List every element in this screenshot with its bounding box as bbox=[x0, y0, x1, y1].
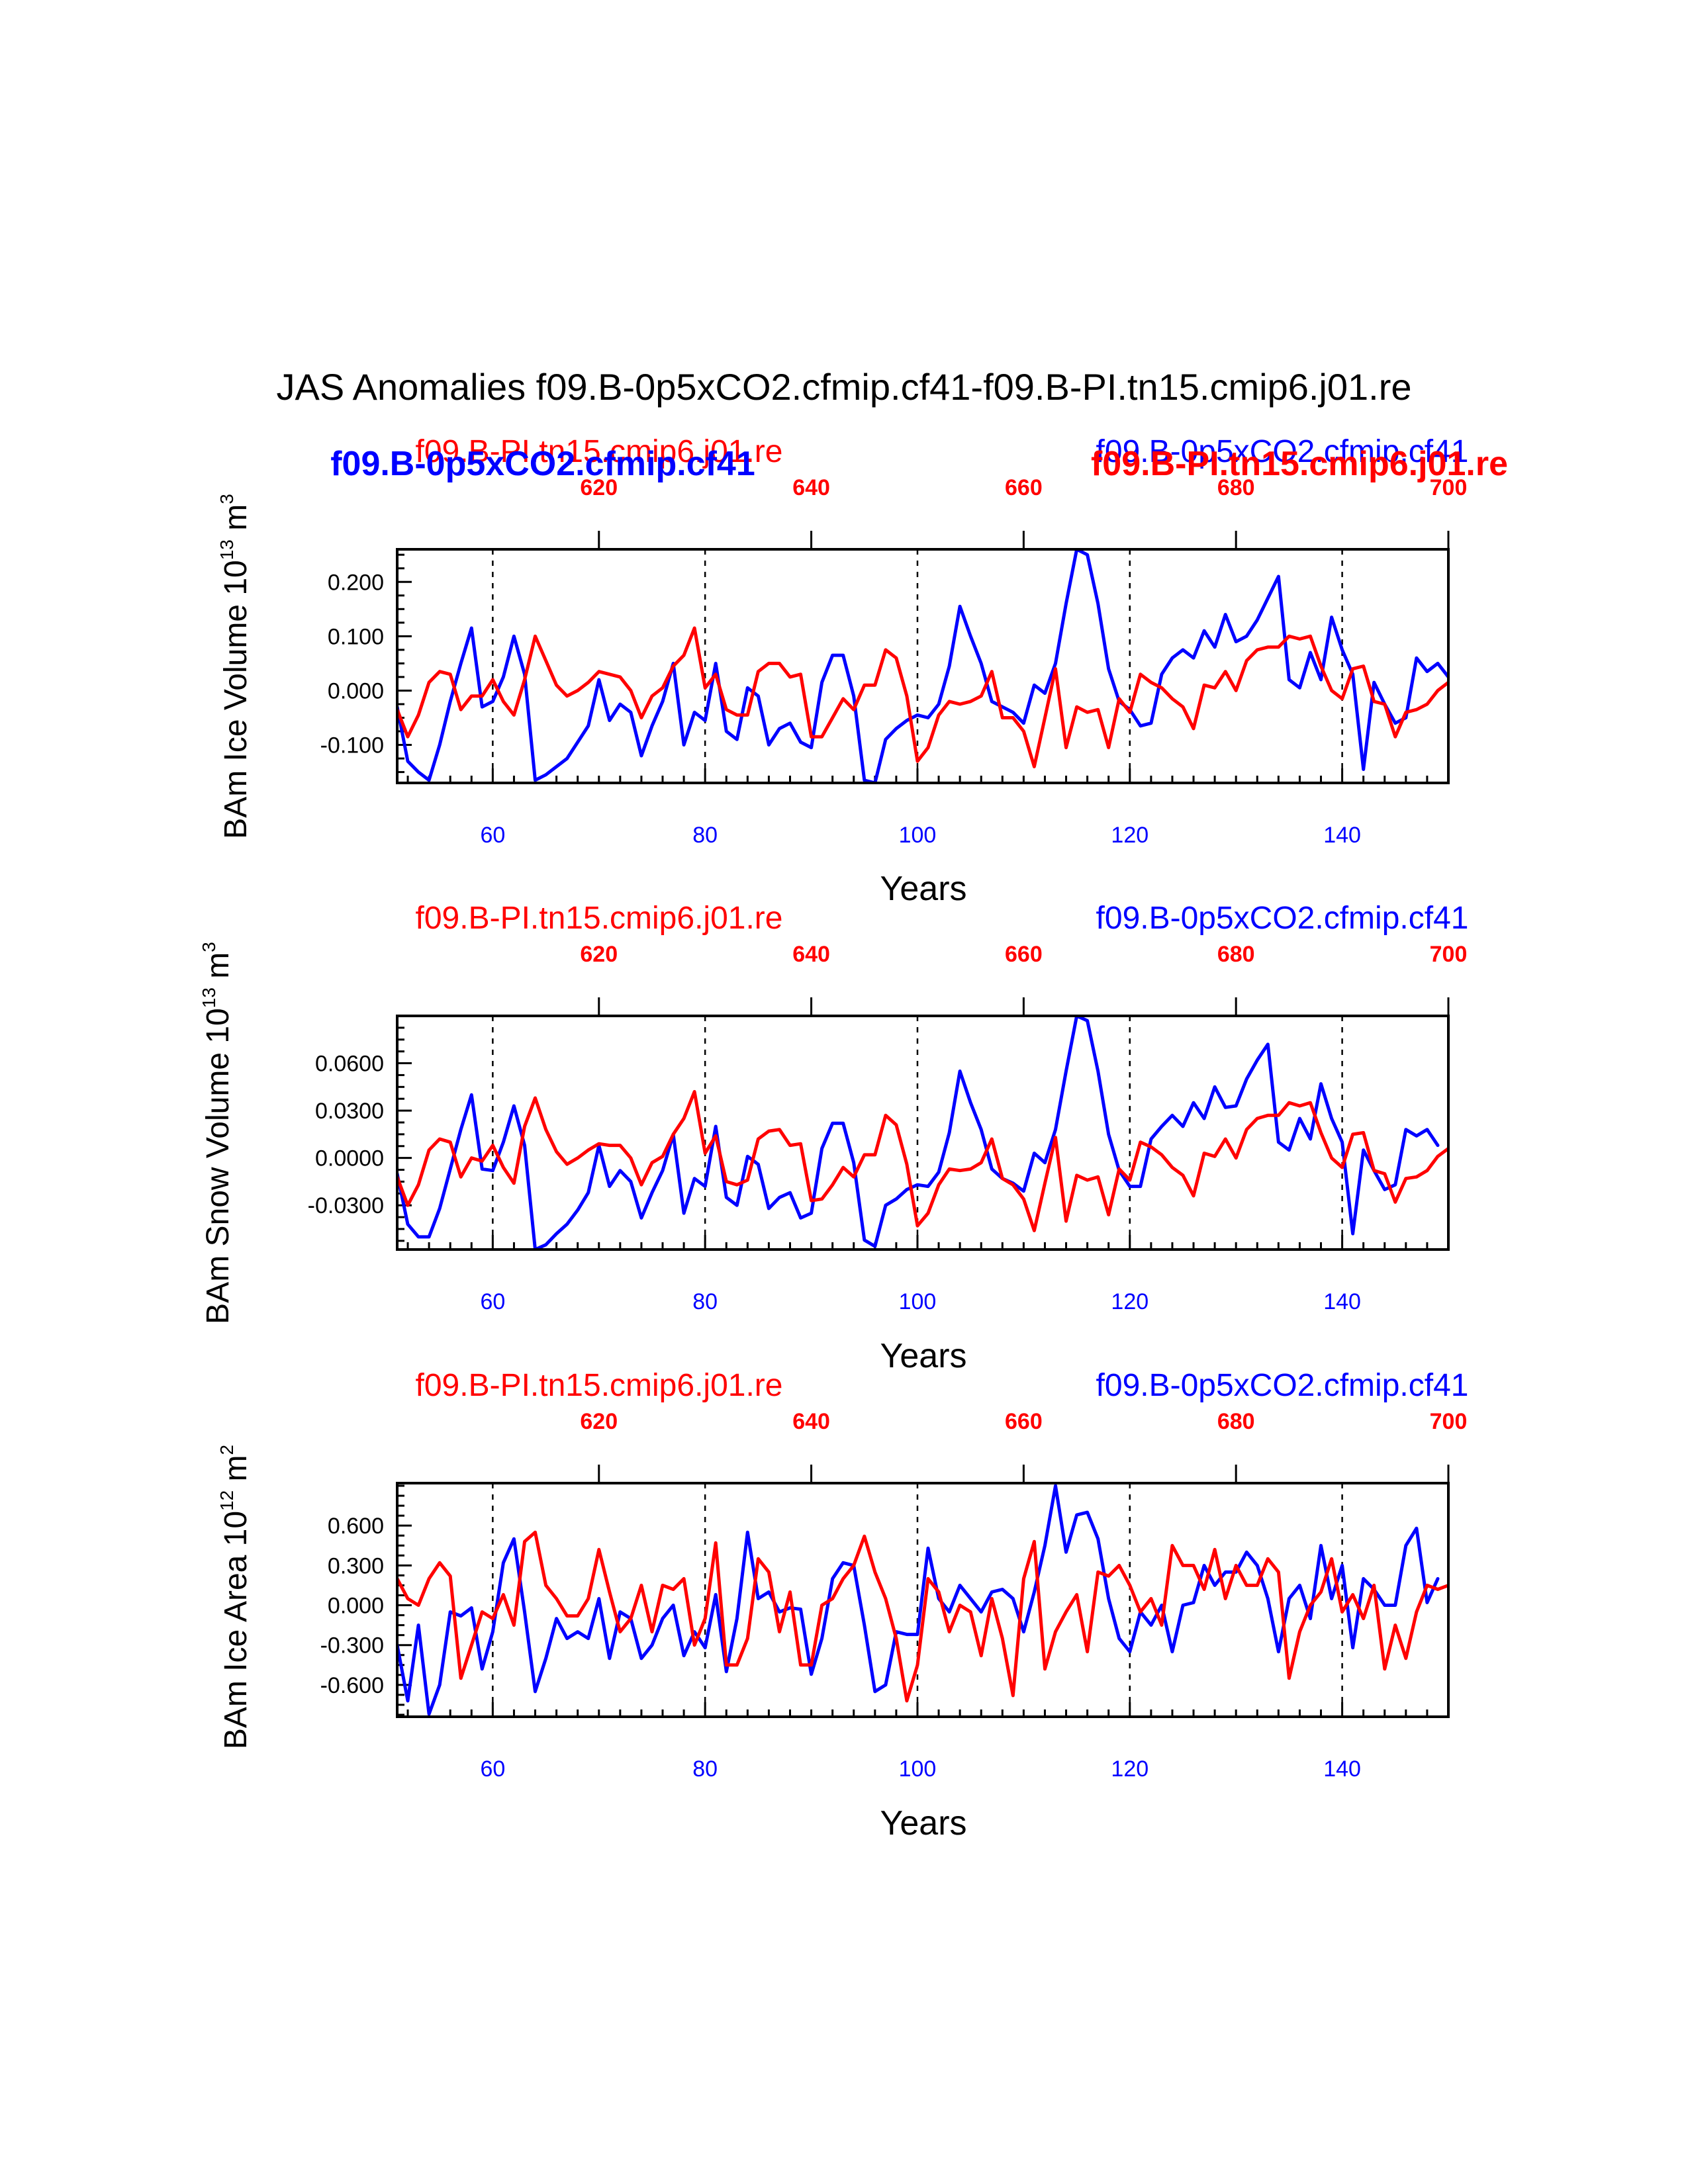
top-xtick-label-700: 700 bbox=[1430, 942, 1468, 967]
ytick-label-4: 0.600 bbox=[328, 1514, 384, 1539]
ytick-label-3: 0.200 bbox=[328, 570, 384, 595]
panel-ice-volume: f09.B-PI.tn15.cmip6.j01.re f09.B-0p5xCO2… bbox=[216, 434, 1508, 908]
y-axis-label: BAm Ice Area 1012 m2 bbox=[216, 1445, 254, 1749]
top-right-run-label: f09.B-0p5xCO2.cfmip.cf41 bbox=[1096, 1368, 1469, 1403]
series-line-blue bbox=[397, 549, 1448, 783]
y-axis-label: BAm Ice Volume 1013 m3 bbox=[216, 494, 254, 839]
top-xtick-label-700: 700 bbox=[1430, 1409, 1468, 1434]
top-xtick-labels: 620 640 660 680 700 bbox=[580, 1409, 1467, 1434]
bottom-xtick-label-120: 120 bbox=[1111, 1289, 1149, 1314]
y-axis-label-unit-exp: 3 bbox=[199, 942, 219, 952]
top-xtick-label-680: 680 bbox=[1217, 942, 1255, 967]
top-xtick-label-620: 620 bbox=[580, 475, 618, 500]
top-left-run-label: f09.B-PI.tn15.cmip6.j01.re bbox=[416, 1368, 783, 1403]
y-axis-label-unit-exp: 3 bbox=[216, 494, 237, 504]
top-xtick-label-680: 680 bbox=[1217, 1409, 1255, 1434]
plot-area: 60 80 100 120 140 -0.100 0.000 0.100 0.200 bbox=[320, 531, 1450, 848]
top-xtick-label-640: 640 bbox=[792, 1409, 830, 1434]
series-line-red bbox=[397, 626, 1448, 768]
bottom-xtick-label-120: 120 bbox=[1111, 823, 1149, 848]
series-line-blue bbox=[397, 1484, 1440, 1716]
ytick-label-3: 0.300 bbox=[328, 1553, 384, 1578]
y-axis-label-unit: m bbox=[218, 504, 254, 539]
y-axis-label-text: BAm Ice Area 10 bbox=[218, 1511, 254, 1749]
top-xtick-labels: 620 640 660 680 700 bbox=[580, 475, 1467, 500]
top-xtick-label-700: 700 bbox=[1430, 475, 1468, 500]
panel-snow-volume: f09.B-PI.tn15.cmip6.j01.re f09.B-0p5xCO2… bbox=[199, 901, 1468, 1375]
plot-frame bbox=[396, 548, 1450, 784]
bottom-xtick-label-100: 100 bbox=[899, 1289, 937, 1314]
top-xtick-label-620: 620 bbox=[580, 942, 618, 967]
bottom-xtick-label-100: 100 bbox=[899, 823, 937, 848]
top-xtick-label-660: 660 bbox=[1005, 942, 1043, 967]
overlay-run-label-blue: f09.B-0p5xCO2.cfmip.cf41 bbox=[330, 445, 755, 483]
y-axis-label-unit-exp: 2 bbox=[216, 1445, 237, 1455]
plot-frame bbox=[396, 1015, 1450, 1251]
top-right-run-label: f09.B-0p5xCO2.cfmip.cf41 bbox=[1096, 901, 1469, 936]
top-left-run-label: f09.B-PI.tn15.cmip6.j01.re bbox=[416, 434, 783, 469]
bottom-xtick-label-60: 60 bbox=[480, 1756, 505, 1782]
top-xtick-label-680: 680 bbox=[1217, 475, 1255, 500]
x-axis-label: Years bbox=[880, 1337, 966, 1375]
ytick-label-2: 0.0300 bbox=[315, 1099, 384, 1124]
ytick-label-0: -0.600 bbox=[320, 1673, 384, 1698]
ytick-label-1: 0.000 bbox=[328, 678, 384, 704]
ytick-label-0: -0.0300 bbox=[308, 1193, 384, 1218]
bottom-xtick-label-60: 60 bbox=[480, 1289, 505, 1314]
overlay-run-label-red: f09.B-PI.tn15.cmip6.j01.re bbox=[1091, 445, 1508, 483]
plot-area: 60 80 100 120 140 -0.600 -0.300 0.000 0.300 0.600 bbox=[320, 1465, 1450, 1782]
series-line-blue bbox=[397, 1016, 1440, 1250]
ytick-label-0: -0.100 bbox=[320, 733, 384, 758]
figure-title: JAS Anomalies f09.B-0p5xCO2.cfmip.cf41-f… bbox=[276, 366, 1411, 408]
y-axis-label-text: BAm Ice Volume 10 bbox=[218, 560, 254, 839]
bottom-xtick-label-80: 80 bbox=[692, 1756, 718, 1782]
series-line-red bbox=[397, 1530, 1448, 1703]
bottom-xtick-label-140: 140 bbox=[1323, 1289, 1361, 1314]
ytick-label-2: 0.000 bbox=[328, 1594, 384, 1619]
ytick-label-1: -0.300 bbox=[320, 1633, 384, 1659]
plot-frame bbox=[396, 1482, 1450, 1718]
y-axis-label-text: BAm Snow Volume 10 bbox=[201, 1008, 236, 1324]
bottom-xtick-label-80: 80 bbox=[692, 1289, 718, 1314]
plot-area: 60 80 100 120 140 -0.0300 0.0000 0.0300 0.0600 bbox=[308, 997, 1450, 1314]
top-xtick-label-660: 660 bbox=[1005, 475, 1043, 500]
top-xtick-label-640: 640 bbox=[792, 475, 830, 500]
top-xtick-label-620: 620 bbox=[580, 1409, 618, 1434]
ytick-label-3: 0.0600 bbox=[315, 1052, 384, 1077]
bottom-xtick-label-140: 140 bbox=[1323, 823, 1361, 848]
bottom-xtick-label-80: 80 bbox=[692, 823, 718, 848]
y-axis-label: BAm Snow Volume 1013 m3 bbox=[199, 942, 236, 1324]
ytick-label-2: 0.100 bbox=[328, 624, 384, 649]
panel-ice-area: f09.B-PI.tn15.cmip6.j01.re f09.B-0p5xCO2… bbox=[216, 1368, 1468, 1843]
series-line-red bbox=[397, 1090, 1448, 1232]
x-axis-label: Years bbox=[880, 870, 966, 908]
bottom-xtick-label-100: 100 bbox=[899, 1756, 937, 1782]
y-axis-label-exp: 13 bbox=[199, 987, 219, 1008]
top-left-run-label: f09.B-PI.tn15.cmip6.j01.re bbox=[416, 901, 783, 936]
bottom-xtick-label-140: 140 bbox=[1323, 1756, 1361, 1782]
top-right-run-label: f09.B-0p5xCO2.cfmip.cf41 bbox=[1096, 434, 1469, 469]
y-axis-label-exp: 13 bbox=[216, 539, 237, 560]
y-axis-label-unit: m bbox=[218, 1455, 254, 1490]
y-axis-label-unit: m bbox=[201, 952, 236, 987]
top-xtick-labels: 620 640 660 680 700 bbox=[580, 942, 1467, 967]
y-axis-label-exp: 12 bbox=[216, 1490, 237, 1511]
bottom-xtick-label-120: 120 bbox=[1111, 1756, 1149, 1782]
bottom-xtick-label-60: 60 bbox=[480, 823, 505, 848]
top-xtick-label-640: 640 bbox=[792, 942, 830, 967]
ytick-label-1: 0.0000 bbox=[315, 1146, 384, 1171]
x-axis-label: Years bbox=[880, 1804, 966, 1843]
top-xtick-label-660: 660 bbox=[1005, 1409, 1043, 1434]
